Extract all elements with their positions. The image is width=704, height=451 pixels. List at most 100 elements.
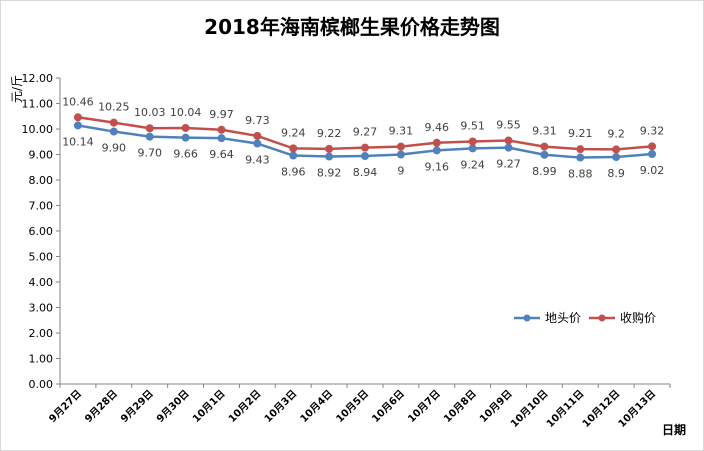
data-point [504, 136, 513, 145]
data-label: 10.14 [62, 135, 94, 148]
x-tick-label: 9月30日 [154, 388, 191, 425]
y-tick-label: 5.00 [29, 251, 54, 264]
data-point [145, 132, 154, 141]
data-label: 9.46 [425, 121, 450, 134]
x-tick-label: 9月29日 [118, 388, 155, 425]
data-point [648, 142, 657, 151]
data-label: 9.2 [607, 127, 625, 140]
data-point [289, 144, 298, 153]
data-label: 8.92 [317, 167, 342, 180]
y-tick-label: 11.00 [22, 98, 54, 111]
x-tick-label: 10月8日 [441, 388, 478, 425]
legend-marker [598, 314, 606, 322]
x-tick-label: 10月2日 [226, 388, 263, 425]
data-label: 9.22 [317, 127, 342, 140]
data-label: 9.32 [640, 124, 665, 137]
data-point [576, 145, 585, 154]
data-point [109, 127, 118, 136]
data-label: 9.31 [532, 125, 557, 138]
data-point [181, 123, 190, 132]
data-point [217, 134, 226, 143]
data-point [361, 152, 369, 161]
y-tick-label: 2.00 [29, 327, 54, 340]
data-point [504, 143, 513, 152]
data-label: 8.88 [568, 168, 593, 181]
data-label: 9.90 [102, 142, 127, 155]
x-tick-label: 10月9日 [477, 388, 514, 425]
data-point [73, 113, 82, 122]
x-tick-label: 10月6日 [370, 388, 407, 425]
data-point [396, 150, 405, 159]
x-tick-label: 10月11日 [544, 388, 586, 430]
data-label: 9.66 [173, 148, 198, 161]
y-tick-label: 0.00 [29, 378, 54, 391]
y-tick-label: 1.00 [29, 353, 54, 366]
y-tick-label: 7.00 [29, 200, 54, 213]
data-label: 9.27 [353, 126, 378, 139]
y-tick-label: 8.00 [29, 174, 54, 187]
x-axis-title: 日期 [662, 422, 686, 437]
data-label: 8.9 [607, 167, 625, 180]
data-label: 9.55 [496, 118, 521, 131]
data-point [145, 124, 154, 133]
y-tick-label: 9.00 [29, 149, 54, 162]
data-label: 9.24 [460, 158, 485, 171]
x-tick-label: 10月7日 [405, 388, 442, 425]
x-tick-label: 10月10日 [508, 388, 550, 430]
data-label: 9.27 [496, 158, 521, 171]
x-tick-label: 10月3日 [262, 388, 299, 425]
data-point [396, 142, 405, 151]
data-label: 8.96 [281, 166, 306, 179]
data-point [253, 139, 262, 148]
data-label: 9.31 [389, 125, 414, 138]
data-point [576, 153, 585, 162]
data-point [612, 145, 621, 154]
legend-label: 地头价 [545, 311, 581, 325]
data-point [109, 118, 118, 127]
data-point [540, 150, 549, 159]
data-label: 9.73 [245, 114, 270, 127]
data-point [540, 142, 549, 151]
data-label: 8.94 [353, 166, 378, 179]
data-label: 9.51 [460, 119, 485, 132]
data-point [468, 144, 477, 153]
legend-marker [523, 314, 531, 322]
data-point [612, 153, 621, 162]
data-point [325, 152, 334, 161]
x-tick-label: 10月12日 [580, 388, 622, 430]
data-label: 9.24 [281, 126, 306, 139]
x-tick-label: 10月5日 [334, 388, 371, 425]
data-label: 8.99 [532, 165, 557, 178]
x-tick-label: 10月1日 [190, 388, 227, 425]
data-label: 10.46 [62, 95, 94, 108]
data-point [648, 149, 657, 158]
y-tick-label: 3.00 [29, 302, 54, 315]
data-label: 9.97 [209, 108, 234, 121]
data-point [432, 138, 441, 147]
y-tick-label: 10.00 [22, 123, 54, 136]
data-point [289, 151, 298, 160]
data-point [361, 143, 369, 152]
y-tick-label: 6.00 [29, 225, 54, 238]
data-label: 9.70 [137, 147, 162, 160]
data-label: 10.04 [170, 106, 202, 119]
data-label: 9.43 [245, 154, 270, 167]
chart-title: 2018年海南槟榔生果价格走势图 [204, 15, 500, 39]
x-tick-label: 10月4日 [298, 388, 335, 425]
data-point [253, 131, 262, 140]
data-point [468, 137, 477, 146]
data-point [181, 133, 190, 142]
data-label: 9.16 [425, 160, 450, 173]
data-point [432, 146, 441, 155]
data-point [217, 125, 226, 134]
x-tick-label: 10月13日 [616, 388, 658, 430]
data-point [73, 121, 82, 130]
data-label: 9.02 [640, 164, 665, 177]
y-axis-title: 元/斤 [10, 75, 24, 103]
data-label: 9.64 [209, 148, 234, 161]
data-label: 10.03 [134, 106, 166, 119]
x-tick-label: 9月28日 [83, 388, 120, 425]
data-label: 9.21 [568, 127, 593, 140]
